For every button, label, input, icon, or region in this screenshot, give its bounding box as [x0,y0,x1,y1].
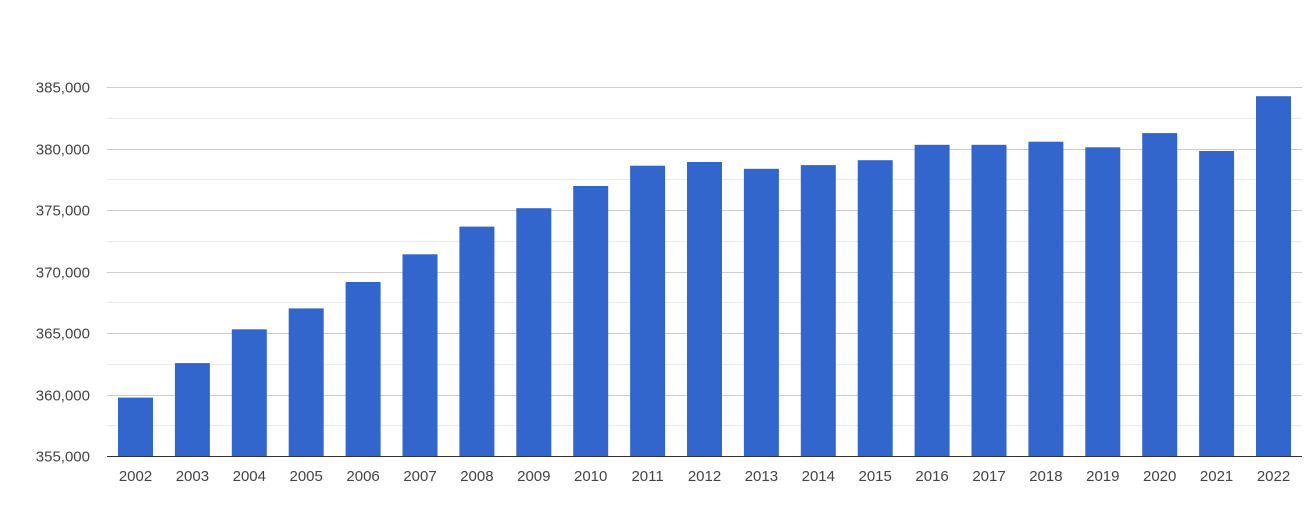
x-tick-label: 2018 [1029,468,1062,485]
bar-2022 [1256,96,1291,456]
bar-2011 [630,165,666,456]
bar-2008 [459,226,495,456]
bar-2012 [687,162,722,456]
y-axis: 355,000 360,000 365,000 370,000 375,000 380,0… [36,80,90,466]
bar-2019 [1085,147,1121,457]
bar-2018 [1028,141,1064,456]
bars [118,96,1291,457]
y-tick-label: 355,000 [36,449,90,466]
x-tick-label: 2022 [1257,468,1290,485]
bar-2014 [800,165,836,456]
x-tick-label: 2012 [688,468,721,485]
y-tick-label: 365,000 [36,326,90,343]
y-tick-label: 360,000 [36,388,90,405]
y-tick-label: 370,000 [36,265,90,282]
bar-2017 [971,144,1007,457]
bar-2010 [573,186,609,456]
bar-2005 [288,308,324,456]
x-tick-label: 2019 [1086,468,1119,485]
bar-2002 [118,397,153,456]
x-tick-label: 2009 [517,468,550,485]
bar-2016 [914,144,950,457]
bar-2013 [743,168,779,457]
y-tick-label: 375,000 [36,203,90,220]
x-tick-label: 2002 [119,468,152,485]
bar-2003 [174,363,210,456]
x-tick-label: 2005 [290,468,323,485]
bar-2009 [516,208,552,456]
bar-2020 [1142,133,1178,456]
x-tick-label: 2017 [972,468,1005,485]
x-tick-label: 2006 [346,468,379,485]
x-tick-label: 2011 [631,468,663,485]
y-tick-label: 380,000 [36,142,90,159]
bar-2015 [857,160,893,456]
bar-2004 [231,329,267,456]
x-axis: 2002 2003 2004 2005 2006 2007 2008 2009 2010 2011… [119,468,1290,485]
bar-2021 [1199,151,1235,456]
bar-2006 [345,282,381,456]
x-tick-label: 2004 [233,468,266,485]
x-tick-label: 2016 [915,468,948,485]
x-tick-label: 2007 [403,468,436,485]
x-tick-label: 2021 [1200,468,1233,485]
y-tick-label: 385,000 [36,80,90,97]
x-tick-label: 2014 [802,468,835,485]
x-tick-label: 2003 [176,468,209,485]
x-tick-label: 2010 [574,468,607,485]
x-tick-label: 2015 [859,468,892,485]
x-tick-label: 2020 [1143,468,1176,485]
bar-2007 [402,254,438,456]
x-tick-label: 2013 [745,468,778,485]
x-tick-label: 2008 [460,468,493,485]
